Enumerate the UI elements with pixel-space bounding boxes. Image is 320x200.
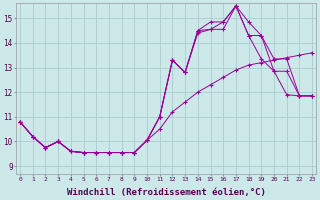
X-axis label: Windchill (Refroidissement éolien,°C): Windchill (Refroidissement éolien,°C) (67, 188, 266, 197)
